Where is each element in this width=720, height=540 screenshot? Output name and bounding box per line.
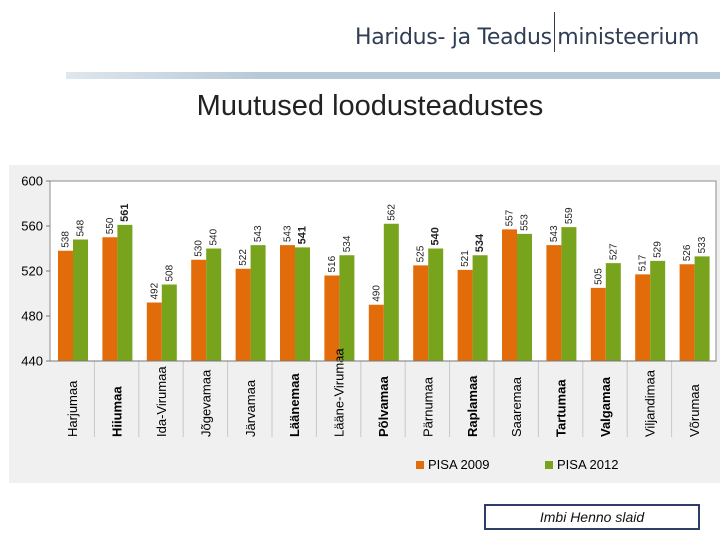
- category-label: Läänemaa: [287, 373, 302, 437]
- bar-2009: [280, 245, 295, 361]
- bar-2009: [590, 287, 606, 361]
- category-label: Järvamaa: [243, 379, 258, 437]
- category-label: Saaremaa: [509, 376, 524, 437]
- category-label: Põlvamaa: [376, 376, 391, 437]
- bar-2012: [428, 248, 444, 361]
- data-label: 553: [520, 214, 531, 231]
- category-label: Lääne-Virumaa: [332, 348, 347, 437]
- header-rule: [66, 72, 720, 79]
- data-label: 492: [149, 282, 160, 299]
- data-label: 540: [209, 228, 220, 245]
- bar-2012: [206, 248, 222, 361]
- bar-2012: [383, 223, 399, 361]
- bar-2012: [117, 224, 133, 361]
- bar-2012: [472, 255, 488, 361]
- bar-2012: [605, 263, 621, 361]
- bar-2012: [694, 256, 710, 361]
- bar-2012: [339, 255, 355, 361]
- bar-2009: [368, 304, 384, 361]
- slide-title: Muutused loodusteadustes: [196, 90, 544, 122]
- category-label: Hiiumaa: [110, 386, 125, 437]
- data-label: 505: [593, 268, 604, 285]
- data-label: 534: [342, 235, 353, 252]
- category-label: Pärnumaa: [420, 376, 435, 437]
- data-label: 516: [327, 255, 338, 272]
- data-label: 561: [119, 204, 131, 222]
- y-tick-label: 520: [21, 264, 43, 279]
- category-label: Ida-Virumaa: [154, 366, 169, 437]
- data-label: 541: [297, 226, 309, 244]
- bar-2009: [413, 265, 429, 361]
- credit-box: Imbi Henno slaid: [484, 504, 700, 530]
- data-label: 521: [460, 250, 471, 267]
- logo-separator: [553, 12, 556, 52]
- data-label: 562: [386, 204, 397, 221]
- data-label: 543: [283, 225, 294, 242]
- data-label: 517: [638, 254, 649, 271]
- y-tick-label: 560: [21, 219, 43, 234]
- y-tick-label: 440: [21, 354, 43, 369]
- data-label: 534: [474, 233, 486, 252]
- data-label: 533: [697, 236, 708, 253]
- bar-2009: [635, 274, 651, 361]
- category-label: Tartumaa: [554, 379, 569, 437]
- category-label: Raplamaa: [465, 375, 480, 437]
- data-label: 559: [564, 207, 575, 224]
- logo-text-ministeerium: ministeerium: [557, 25, 699, 50]
- bar-2009: [324, 275, 340, 361]
- bar-2009: [502, 229, 517, 361]
- data-label: 526: [682, 244, 693, 261]
- data-label: 530: [194, 240, 205, 257]
- bar-2009: [146, 302, 162, 361]
- y-tick-label: 600: [21, 174, 43, 189]
- category-label: Jõgevamaa: [198, 369, 213, 437]
- data-label: 529: [653, 241, 664, 258]
- data-label: 548: [76, 219, 87, 236]
- bar-2009: [102, 237, 118, 361]
- bar-2012: [517, 233, 532, 361]
- bar-2012: [650, 260, 666, 361]
- bar-2012: [73, 239, 88, 361]
- category-label: Valgamaa: [598, 376, 613, 437]
- bar-2009: [679, 264, 695, 361]
- data-label: 527: [608, 243, 619, 260]
- legend-label: PISA 2009: [428, 457, 489, 472]
- data-label: 550: [105, 217, 116, 234]
- logo-text-haridus: Haridus- ja Teadus: [355, 25, 552, 50]
- data-label: 557: [505, 209, 516, 226]
- data-label: 508: [164, 264, 175, 281]
- y-tick-label: 480: [21, 309, 43, 324]
- data-label: 522: [238, 249, 249, 266]
- bar-2009: [457, 269, 473, 361]
- bar-2012: [295, 247, 310, 361]
- data-label: 538: [61, 231, 72, 248]
- category-label: Harjumaa: [65, 380, 80, 437]
- bar-2012: [161, 284, 177, 361]
- data-label: 490: [371, 285, 382, 302]
- legend-swatch: [545, 461, 553, 469]
- data-label: 540: [430, 227, 442, 245]
- legend-label: PISA 2012: [557, 457, 618, 472]
- data-label: 543: [253, 225, 264, 242]
- credit-text: Imbi Henno slaid: [539, 509, 645, 525]
- data-label: 543: [549, 225, 560, 242]
- ministry-logo: Haridus- ja Teadus ministeerium: [355, 12, 699, 58]
- bar-2012: [561, 227, 577, 361]
- bar-2009: [235, 268, 251, 361]
- bar-2009: [58, 250, 73, 361]
- bar-2009: [191, 259, 207, 361]
- category-label: Võrumaa: [687, 383, 702, 437]
- category-label: Viljandimaa: [642, 369, 657, 437]
- data-label: 525: [416, 245, 427, 262]
- bar-2009: [546, 245, 562, 361]
- bar-2012: [250, 245, 266, 361]
- legend-swatch: [416, 461, 424, 469]
